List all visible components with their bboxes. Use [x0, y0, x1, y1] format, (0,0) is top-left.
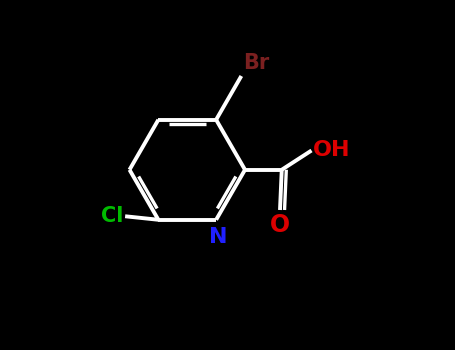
Text: O: O	[270, 214, 290, 238]
Text: Br: Br	[243, 53, 269, 73]
Text: Cl: Cl	[101, 206, 123, 226]
Text: OH: OH	[313, 140, 351, 161]
Text: N: N	[209, 228, 227, 247]
